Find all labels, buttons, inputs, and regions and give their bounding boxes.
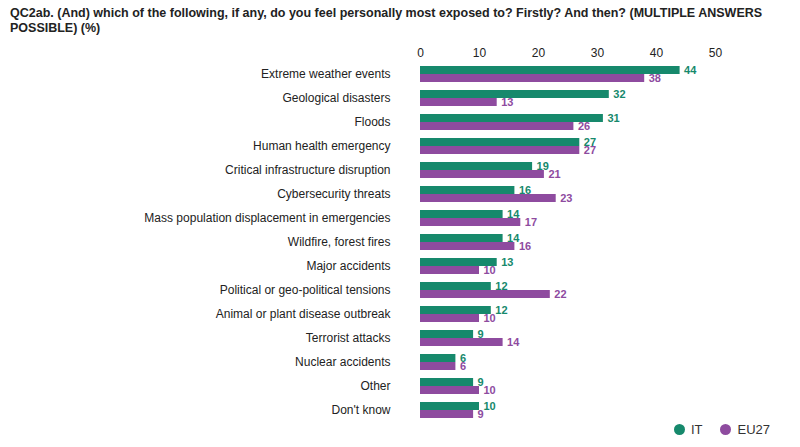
svg-text:9: 9 bbox=[478, 328, 484, 340]
svg-text:Wildfire, forest fires: Wildfire, forest fires bbox=[288, 235, 391, 249]
svg-text:31: 31 bbox=[607, 112, 619, 124]
svg-text:27: 27 bbox=[583, 136, 596, 148]
svg-text:40: 40 bbox=[650, 46, 664, 60]
svg-text:17: 17 bbox=[525, 216, 537, 228]
svg-text:14: 14 bbox=[507, 232, 520, 244]
svg-text:32: 32 bbox=[613, 88, 625, 100]
svg-text:Extreme weather events: Extreme weather events bbox=[261, 67, 390, 81]
svg-text:Nuclear accidents: Nuclear accidents bbox=[295, 355, 390, 369]
svg-text:20: 20 bbox=[532, 46, 546, 60]
svg-text:Human health emergency: Human health emergency bbox=[253, 139, 390, 153]
svg-text:13: 13 bbox=[501, 256, 513, 268]
svg-text:Major accidents: Major accidents bbox=[306, 259, 390, 273]
html-text:IT: IT bbox=[690, 422, 703, 437]
html-text:QC2ab. (And) which of the foll: QC2ab. (And) which of the following, if … bbox=[10, 6, 763, 35]
svg-text:22: 22 bbox=[554, 288, 566, 300]
svg-text:0: 0 bbox=[417, 46, 424, 60]
svg-text:12: 12 bbox=[495, 280, 507, 292]
svg-text:38: 38 bbox=[649, 72, 661, 84]
svg-text:21: 21 bbox=[548, 168, 560, 180]
svg-text:44: 44 bbox=[684, 64, 697, 76]
svg-text:10: 10 bbox=[484, 400, 496, 412]
svg-text:Animal or plant disease outbre: Animal or plant disease outbreak bbox=[216, 307, 392, 321]
svg-text:9: 9 bbox=[477, 376, 484, 388]
svg-text:26: 26 bbox=[578, 120, 590, 132]
svg-text:12: 12 bbox=[495, 304, 507, 316]
svg-text:Geological disasters: Geological disasters bbox=[282, 91, 390, 105]
html-text:EU27: EU27 bbox=[737, 422, 770, 437]
svg-text:30: 30 bbox=[591, 46, 605, 60]
svg-text:Other: Other bbox=[360, 379, 390, 393]
svg-text:16: 16 bbox=[519, 240, 531, 252]
svg-text:Floods: Floods bbox=[354, 115, 390, 129]
svg-text:Political or geo-political ten: Political or geo-political tensions bbox=[220, 283, 391, 297]
svg-text:Terrorist attacks: Terrorist attacks bbox=[306, 331, 391, 345]
svg-text:6: 6 bbox=[459, 352, 466, 364]
svg-text:6: 6 bbox=[460, 360, 466, 372]
svg-text:13: 13 bbox=[501, 96, 513, 108]
svg-text:Don't know: Don't know bbox=[332, 403, 391, 417]
svg-text:9: 9 bbox=[478, 408, 484, 420]
svg-text:16: 16 bbox=[519, 184, 531, 196]
svg-text:Critical infrastructure disrup: Critical infrastructure disruption bbox=[225, 163, 390, 177]
svg-text:Cybersecurity threats: Cybersecurity threats bbox=[277, 187, 390, 201]
svg-text:10: 10 bbox=[484, 264, 496, 276]
svg-text:10: 10 bbox=[473, 46, 487, 60]
svg-text:14: 14 bbox=[507, 336, 520, 348]
svg-text:23: 23 bbox=[560, 192, 572, 204]
svg-text:27: 27 bbox=[584, 144, 596, 156]
svg-text:50: 50 bbox=[709, 46, 723, 60]
svg-text:14: 14 bbox=[507, 208, 520, 220]
svg-text:10: 10 bbox=[484, 312, 496, 324]
svg-text:10: 10 bbox=[484, 384, 496, 396]
svg-text:19: 19 bbox=[537, 160, 549, 172]
svg-text:Mass population displacement i: Mass population displacement in emergenc… bbox=[144, 211, 390, 225]
